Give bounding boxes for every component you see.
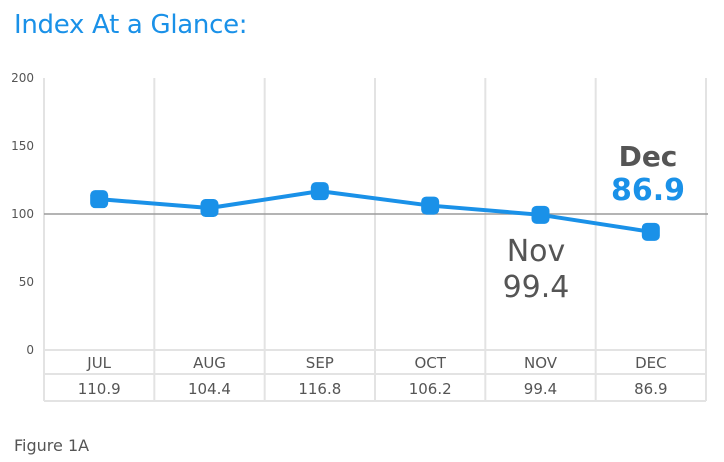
data-point bbox=[421, 196, 440, 215]
table-value: 86.9 bbox=[634, 380, 667, 398]
y-tick-label: 50 bbox=[19, 275, 34, 289]
series-line bbox=[97, 189, 653, 234]
chart-grid bbox=[43, 78, 708, 402]
x-tick-label: OCT bbox=[414, 354, 446, 372]
y-tick-label: 0 bbox=[26, 343, 34, 357]
x-tick-label: SEP bbox=[306, 354, 334, 372]
value-table: JUL AUG SEP OCT NOV DEC 110.9 104.4 116.8 106.2 99… bbox=[78, 354, 668, 398]
annotation-dec-value: 86.9 bbox=[611, 173, 685, 208]
data-point bbox=[90, 190, 109, 209]
table-value: 99.4 bbox=[524, 380, 557, 398]
y-tick-label: 200 bbox=[11, 71, 34, 85]
page-title: Index At a Glance: bbox=[14, 10, 248, 40]
table-value: 106.2 bbox=[409, 380, 452, 398]
table-value: 104.4 bbox=[188, 380, 231, 398]
annotation-nov-value: 99.4 bbox=[503, 270, 570, 305]
data-point bbox=[531, 205, 550, 224]
index-line-chart: 0 50 100 150 200 JUL AUG SEP OCT NOV DEC 110.9 104.… bbox=[11, 71, 708, 402]
series-index bbox=[90, 182, 660, 241]
y-tick-label: 100 bbox=[11, 207, 34, 221]
table-value: 116.8 bbox=[298, 380, 341, 398]
y-axis: 0 50 100 150 200 bbox=[11, 71, 34, 357]
x-tick-label: JUL bbox=[86, 354, 111, 372]
data-point bbox=[200, 199, 219, 218]
data-point bbox=[310, 182, 329, 201]
data-point bbox=[641, 222, 660, 241]
x-tick-label: DEC bbox=[635, 354, 667, 372]
annotation-nov-month: Nov bbox=[507, 234, 566, 269]
x-tick-label: AUG bbox=[193, 354, 226, 372]
table-value: 110.9 bbox=[78, 380, 121, 398]
y-tick-label: 150 bbox=[11, 139, 34, 153]
annotation-dec-month: Dec bbox=[619, 140, 678, 173]
x-tick-label: NOV bbox=[524, 354, 558, 372]
figure-caption: Figure 1A bbox=[14, 436, 90, 455]
